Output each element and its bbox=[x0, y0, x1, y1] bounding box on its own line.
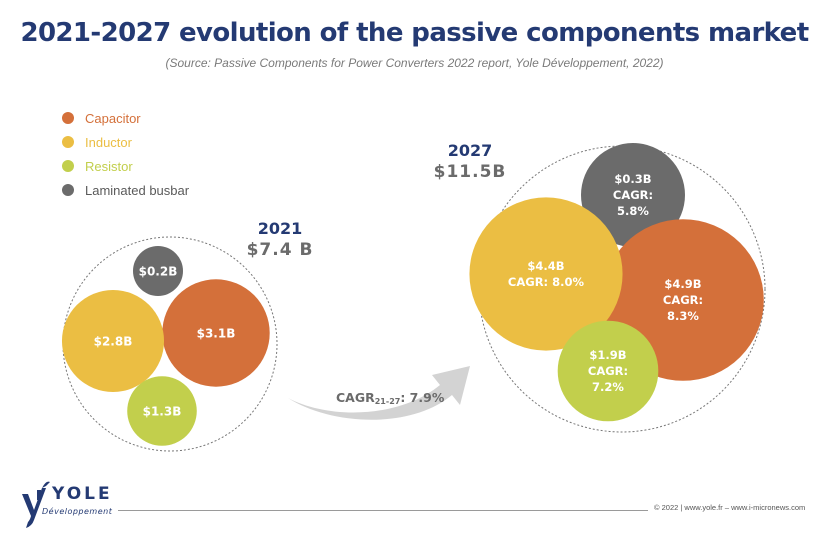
legend-label: Capacitor bbox=[85, 110, 141, 126]
legend-item-resistor: Resistor bbox=[62, 154, 189, 178]
total-label: $7.4 B bbox=[246, 240, 314, 260]
legend-item-laminated-busbar: Laminated busbar bbox=[62, 178, 189, 202]
bubble-value-label: $2.8B bbox=[94, 334, 133, 348]
bubble-value-label: $0.2B bbox=[139, 264, 178, 278]
bubble-value-label: $1.9B bbox=[589, 348, 626, 362]
bubble-value-label: $4.9B bbox=[664, 277, 701, 291]
year-label: 2027 bbox=[447, 141, 493, 160]
bubble-laminated-busbar-2027 bbox=[581, 143, 685, 247]
logo-subtitle: Développement bbox=[42, 507, 113, 516]
bubble-cagr-label: CAGR: bbox=[663, 293, 703, 307]
legend-dot-icon bbox=[62, 184, 74, 196]
bubble-cagr-label: CAGR: 8.0% bbox=[508, 275, 585, 289]
bubble-cagr-label: 5.8% bbox=[617, 204, 649, 218]
cagr-overall-label: CAGR21-27: 7.9% bbox=[336, 390, 445, 406]
bubble-inductor-2027 bbox=[469, 197, 623, 351]
legend-dot-icon bbox=[62, 160, 74, 172]
bubble-laminated-busbar-2021 bbox=[133, 246, 183, 296]
year-label: 2021 bbox=[257, 219, 303, 238]
yole-logo-icon bbox=[22, 481, 50, 528]
legend: Capacitor Inductor Resistor Laminated bu… bbox=[62, 106, 189, 202]
logo-wordmark: YOLE bbox=[52, 484, 113, 504]
legend-dot-icon bbox=[62, 112, 74, 124]
total-label: $11.5B bbox=[433, 162, 507, 182]
bubble-value-label: $1.3B bbox=[143, 404, 182, 418]
bubble-value-label: $4.4B bbox=[527, 259, 564, 273]
year-2027-header: 2027 $11.5B bbox=[428, 141, 512, 183]
bubble-resistor-2027 bbox=[557, 320, 659, 422]
growth-arrow bbox=[288, 366, 470, 420]
bubble-inductor-2021 bbox=[61, 289, 165, 393]
legend-item-capacitor: Capacitor bbox=[62, 106, 189, 130]
bubble-cagr-label: CAGR: bbox=[613, 188, 653, 202]
group-outline-2021 bbox=[62, 236, 278, 452]
footer-divider bbox=[118, 510, 648, 511]
bubble-cagr-label: 7.2% bbox=[592, 380, 624, 394]
legend-label: Resistor bbox=[85, 158, 133, 174]
legend-label: Laminated busbar bbox=[85, 182, 190, 198]
bubble-value-label: $0.3B bbox=[614, 172, 651, 186]
year-2021-header: 2021 $7.4 B bbox=[240, 219, 320, 261]
bubble-cagr-label: 8.3% bbox=[667, 309, 699, 323]
bubble-cagr-label: CAGR: bbox=[588, 364, 628, 378]
chart-subtitle: (Source: Passive Components for Power Co… bbox=[165, 56, 664, 70]
legend-label: Inductor bbox=[85, 134, 132, 150]
bubble-capacitor-2021 bbox=[162, 279, 270, 387]
footer-copyright: © 2022 | www.yole.fr – www.i-micronews.c… bbox=[654, 503, 806, 512]
chart-title: 2021-2027 evolution of the passive compo… bbox=[20, 18, 809, 48]
bubble-value-label: $3.1B bbox=[197, 326, 236, 340]
legend-dot-icon bbox=[62, 136, 74, 148]
bubble-resistor-2021 bbox=[127, 376, 197, 446]
legend-item-inductor: Inductor bbox=[62, 130, 189, 154]
